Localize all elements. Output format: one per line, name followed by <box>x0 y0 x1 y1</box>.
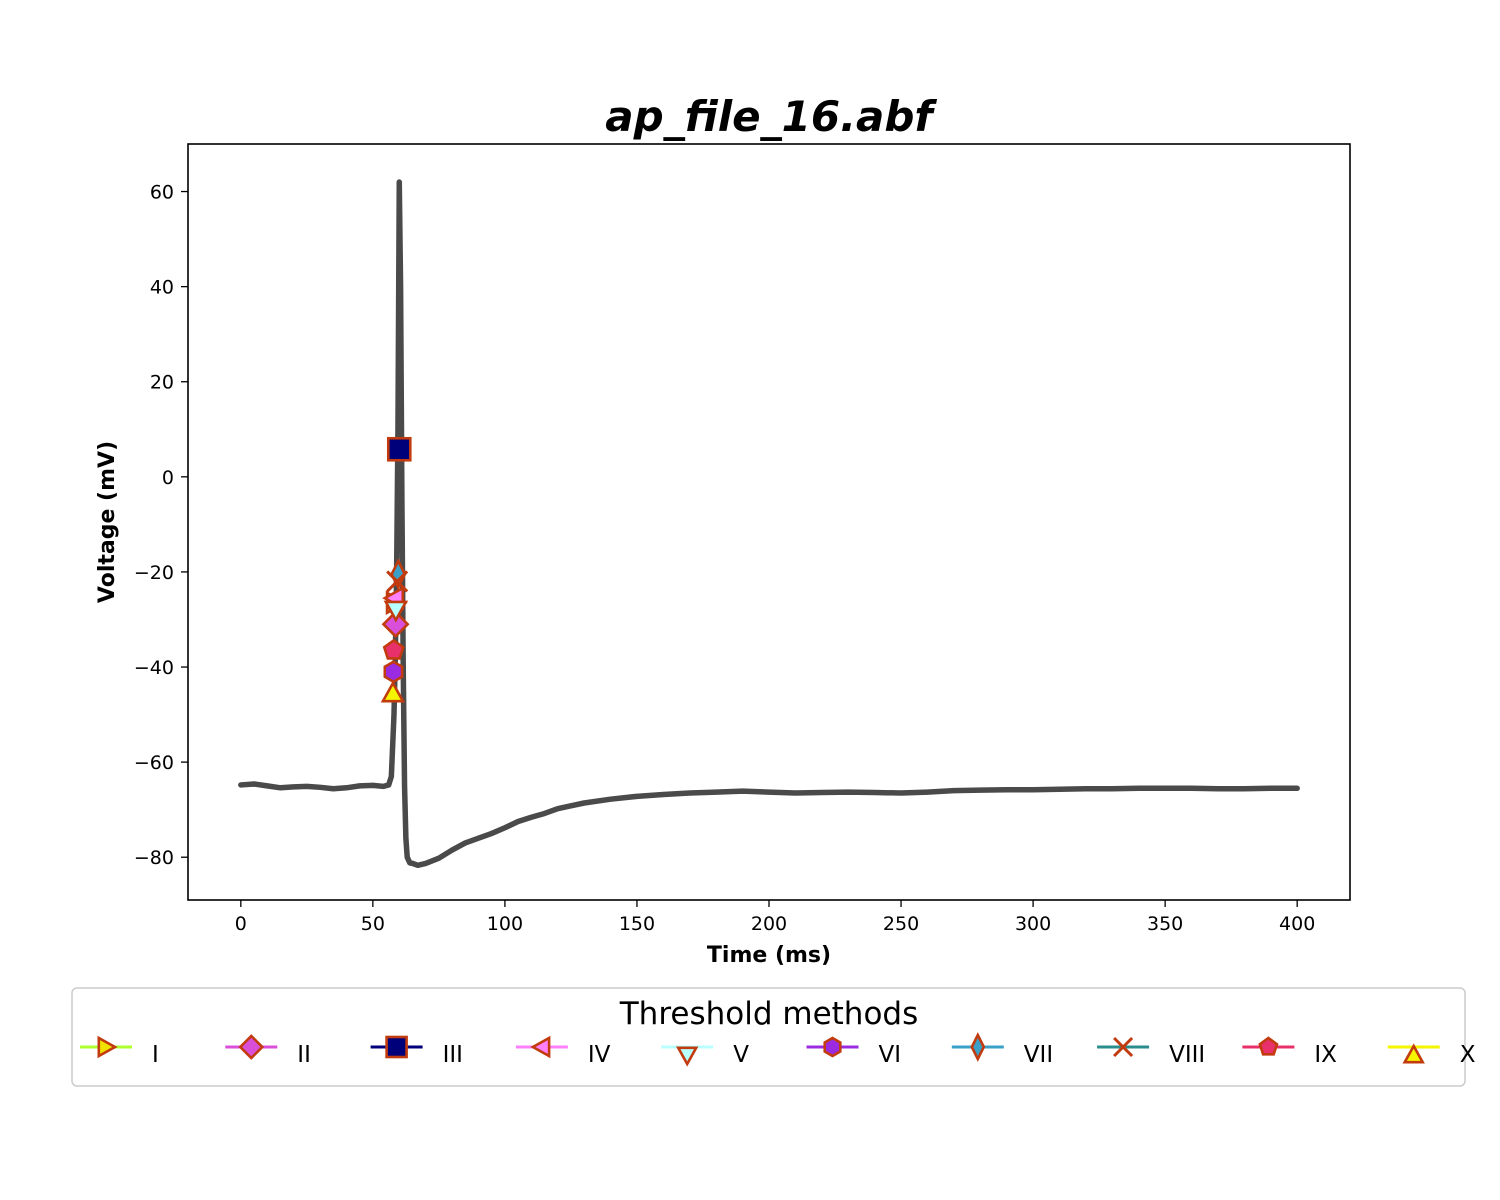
threshold-marker-vi <box>383 660 404 684</box>
legend-label-ix: IX <box>1314 1042 1337 1068</box>
legend-marker-i <box>97 1035 118 1059</box>
x-tick-label: 350 <box>1147 913 1183 935</box>
legend-marker-iv <box>530 1035 551 1059</box>
y-tick-label: −80 <box>134 847 174 869</box>
legend-label-vi: VI <box>879 1042 902 1068</box>
legend-label-viii: VIII <box>1169 1042 1205 1068</box>
legend-marker-iii <box>385 1035 408 1059</box>
x-tick-label: 300 <box>1015 913 1051 935</box>
threshold-marker-v <box>383 600 409 623</box>
threshold-marker-x <box>380 680 406 703</box>
x-axis-label: Time (ms) <box>707 943 831 968</box>
legend-label-iii: III <box>443 1042 463 1068</box>
x-tick-label: 0 <box>235 913 247 935</box>
legend-label-iv: IV <box>588 1042 611 1068</box>
x-tick-label: 50 <box>361 913 385 935</box>
x-tick-label: 400 <box>1279 913 1315 935</box>
legend-label-v: V <box>733 1042 749 1068</box>
chart-title: ap_file_16.abf <box>605 92 937 141</box>
legend-marker-vi <box>823 1036 842 1058</box>
legend-entries: I II III IV V VI VII VIII IX X <box>80 1032 1476 1068</box>
y-tick-label: −20 <box>134 562 174 584</box>
y-tick-label: 60 <box>150 182 174 204</box>
y-tick-label: −60 <box>134 752 174 774</box>
threshold-marker-vii <box>390 558 407 591</box>
legend-marker-ix <box>1258 1036 1279 1056</box>
y-tick-label: 40 <box>150 277 174 299</box>
plot-area <box>238 179 1300 869</box>
legend-title: Threshold methods <box>619 996 919 1032</box>
legend-label-x: X <box>1460 1042 1476 1068</box>
threshold-marker-ii <box>381 610 410 639</box>
legend-marker-vii <box>970 1032 986 1062</box>
y-tick-label: 0 <box>162 467 174 489</box>
x-tick-label: 150 <box>619 913 655 935</box>
legend-marker-ii <box>238 1034 265 1060</box>
legend-label-ii: II <box>297 1042 311 1068</box>
voltage-trace <box>238 179 1300 869</box>
x-tick-label: 200 <box>751 913 787 935</box>
legend-marker-v <box>675 1046 699 1067</box>
threshold-marker-ix <box>382 638 405 660</box>
legend-frame <box>71 987 1466 1087</box>
x-tick-label: 100 <box>487 913 523 935</box>
y-tick-label: −40 <box>134 657 174 679</box>
legend-marker-x <box>1402 1043 1425 1064</box>
legend-marker-viii <box>1113 1036 1134 1058</box>
threshold-marker-viii <box>386 570 409 593</box>
y-axis: −80 −60 −40 −20 0 20 40 60 <box>134 182 188 869</box>
threshold-marker-iii <box>386 436 412 462</box>
legend-label-vii: VII <box>1024 1042 1053 1068</box>
y-tick-label: 20 <box>150 372 174 394</box>
legend: Threshold methods I II III IV V VI VII VIII IX X <box>71 987 1476 1087</box>
x-axis: 0 50 100 150 200 250 300 350 400 <box>235 900 1315 935</box>
y-axis-label: Voltage (mV) <box>95 441 120 603</box>
legend-label-i: I <box>152 1042 159 1068</box>
x-tick-label: 250 <box>883 913 919 935</box>
